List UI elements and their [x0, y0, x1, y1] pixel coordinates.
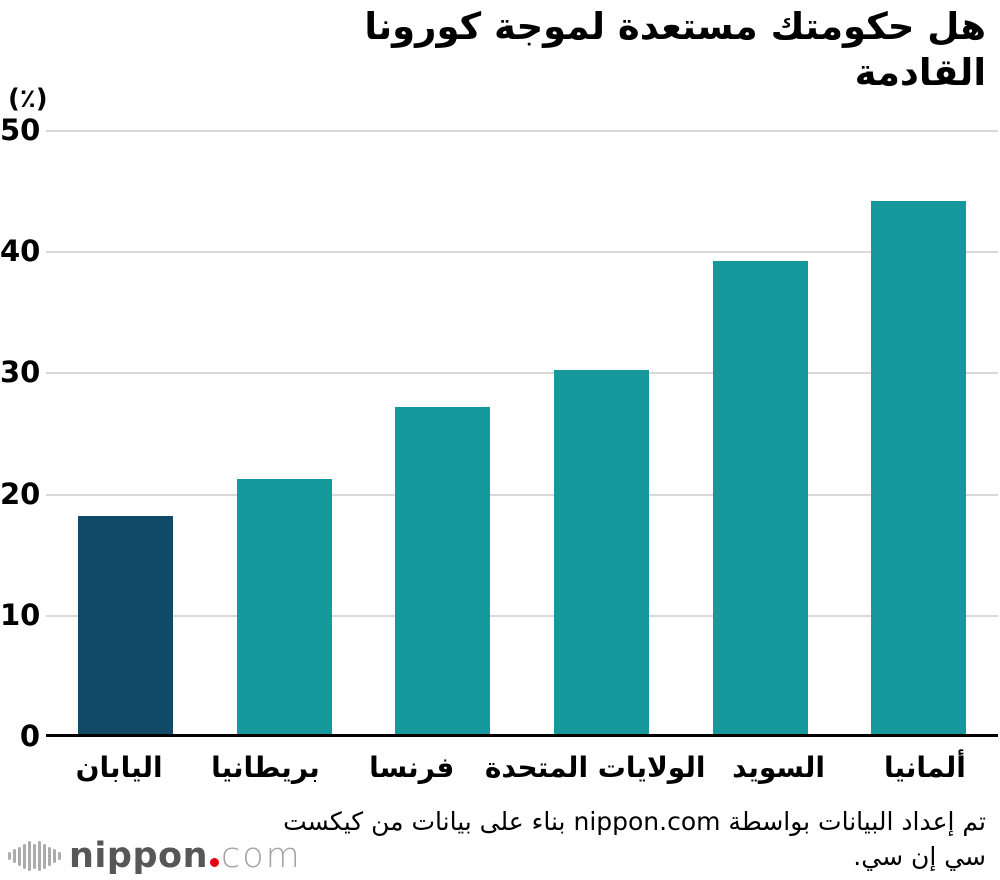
gridline-10 [46, 614, 998, 617]
y-tick-label-50: 50 [0, 113, 41, 147]
source-note-line1: تم إعداد البيانات بواسطة nippon.com بناء… [283, 807, 986, 836]
chart-title: هل حكومتك مستعدة لموجة كورونا القادمة [364, 5, 986, 95]
bar-slot [363, 131, 522, 734]
y-tick-label-30: 30 [0, 355, 41, 390]
bar-slot [522, 131, 681, 734]
bar-اليابان [77, 515, 173, 734]
x-category-label: اليابان [75, 751, 163, 784]
x-axis-line [46, 734, 998, 737]
y-tick-label-10: 10 [0, 597, 41, 632]
gridline-50 [46, 130, 998, 132]
bar-السويد [712, 261, 808, 734]
x-category-label: فرنسا [369, 751, 455, 784]
nippon-logo-text: nippon com [69, 836, 302, 876]
bar-slot [205, 131, 364, 734]
x-category-label: ألمانيا [883, 751, 966, 784]
logo-red-dot-icon [209, 858, 219, 867]
bar-ألمانيا [871, 200, 967, 734]
y-tick-label-20: 20 [0, 476, 41, 511]
y-tick-label-40: 40 [0, 234, 41, 269]
x-axis-category-labels: اليابان بريطانيا فرنسا الولايات المتحدة السو… [46, 746, 998, 790]
y-axis-unit-label: (٪) [8, 84, 48, 114]
gridline-40 [46, 251, 998, 254]
logo-brand-name: nippon [69, 836, 208, 876]
y-tick-label-0: 0 [19, 719, 40, 753]
bar-بريطانيا [236, 479, 332, 734]
source-note: تم إعداد البيانات بواسطة nippon.com بناء… [280, 804, 986, 874]
bar-الولايات المتحدة [553, 370, 649, 734]
nippon-logo-mark-icon [8, 839, 61, 873]
x-category-label: الولايات المتحدة [484, 751, 706, 784]
logo-tld: com [220, 836, 302, 876]
bar-slot [839, 131, 998, 734]
nippon-logo: nippon com [8, 833, 302, 879]
bar-slot [681, 131, 840, 734]
bars-container [46, 131, 998, 734]
source-note-line2: سي إن سي. [853, 842, 986, 871]
bar-slot [46, 131, 205, 734]
x-category-label: بريطانيا [211, 751, 320, 784]
x-category-label: السويد [732, 751, 826, 784]
gridline-30 [46, 372, 998, 375]
plot-area [46, 130, 998, 737]
bar-فرنسا [395, 406, 491, 734]
y-axis-tick-labels: 0 10 20 30 40 50 [0, 116, 41, 751]
gridline-20 [46, 493, 998, 496]
